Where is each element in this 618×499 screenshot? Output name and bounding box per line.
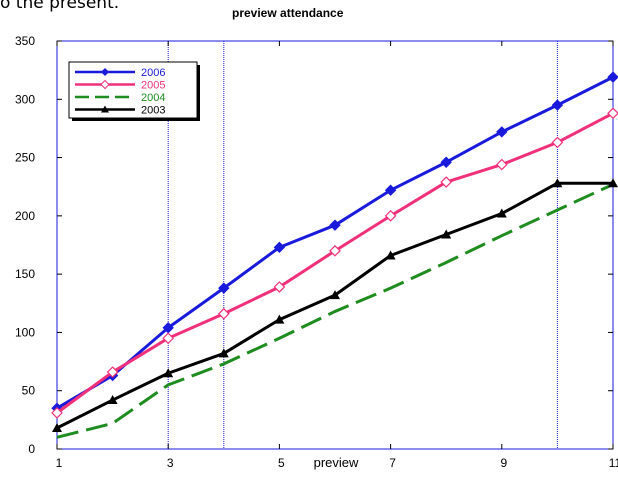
legend-label-2003: 2003 (141, 105, 165, 117)
data-point-2005 (106, 366, 119, 378)
data-point-2006 (551, 99, 564, 111)
x-tick-label: 11 (609, 456, 618, 470)
legend-label-2004: 2004 (141, 92, 165, 104)
data-point-2003 (218, 348, 229, 358)
y-tick-label: 0 (28, 442, 35, 456)
data-point-2006 (607, 71, 618, 83)
y-tick-label: 350 (15, 34, 35, 48)
y-tick-label: 200 (15, 209, 35, 223)
data-point-2003 (552, 178, 563, 188)
data-point-2003 (163, 368, 174, 378)
plot-frame (56, 40, 614, 450)
page-intro-text: o the present. (0, 0, 120, 13)
data-point-2005 (162, 332, 175, 345)
data-point-2006 (329, 219, 341, 231)
y-tick-label: 250 (15, 151, 35, 165)
y-tick-label: 300 (15, 92, 35, 106)
data-point-2003 (52, 423, 62, 433)
data-point-2003 (496, 208, 507, 218)
x-axis-label: preview (314, 455, 359, 470)
data-point-2005 (551, 136, 564, 149)
legend-label-2005: 2005 (141, 80, 165, 92)
data-point-2003 (441, 229, 452, 239)
data-point-2005 (440, 176, 453, 188)
series-line-2006 (56, 75, 614, 410)
legend-marker-2005 (100, 79, 110, 90)
data-point-2003 (385, 250, 396, 260)
data-point-2006 (496, 126, 508, 138)
x-tick-label: 3 (167, 456, 174, 470)
data-point-2003 (274, 314, 285, 324)
x-tick-label: 5 (278, 456, 285, 470)
chart-title: preview attendance (232, 6, 344, 20)
y-tick-label: 150 (15, 267, 35, 281)
data-point-2006 (384, 184, 397, 196)
y-tick-label: 100 (15, 325, 35, 339)
data-point-2006 (273, 241, 286, 254)
series-line-2005 (56, 111, 614, 415)
data-point-2005 (495, 158, 508, 171)
legend-marker-2006 (101, 68, 109, 76)
data-point-2003 (608, 178, 618, 188)
data-point-2005 (329, 244, 341, 257)
data-point-2005 (607, 107, 618, 120)
x-tick-label: 7 (389, 456, 396, 470)
data-point-2005 (217, 307, 230, 320)
series-line-2004 (56, 183, 614, 439)
legend-marker-2003 (101, 105, 109, 113)
data-point-2006 (218, 282, 230, 294)
data-point-2005 (273, 281, 286, 293)
legend-label-2006: 2006 (141, 67, 165, 79)
x-tick-label: 9 (500, 456, 507, 470)
data-point-2005 (384, 210, 397, 222)
y-tick-label: 50 (22, 384, 36, 398)
data-point-2006 (440, 156, 452, 168)
data-point-2003 (107, 395, 118, 405)
x-tick-label: 1 (56, 456, 63, 470)
data-point-2005 (51, 407, 63, 419)
data-point-2003 (330, 290, 340, 300)
